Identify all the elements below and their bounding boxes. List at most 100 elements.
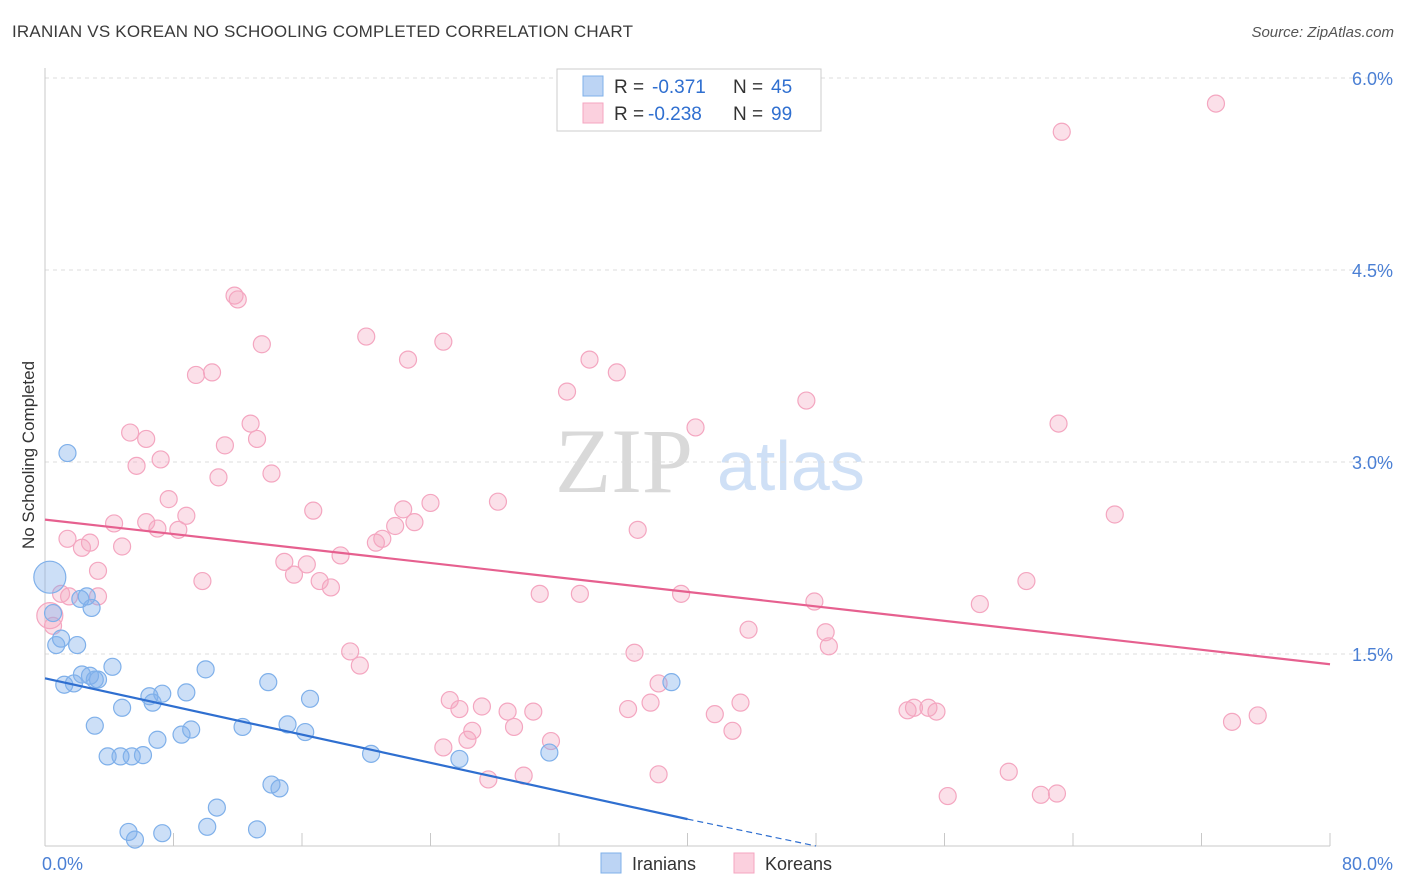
iranian-point — [43, 603, 63, 623]
korean-point — [215, 436, 234, 455]
legend-n-iranians: 45 — [771, 77, 792, 98]
korean-point — [731, 693, 750, 712]
iranian-point — [112, 698, 132, 717]
korean-point — [1052, 122, 1071, 141]
korean-point — [570, 584, 589, 603]
korean-point — [504, 717, 524, 737]
korean-point — [541, 731, 561, 751]
korean-point — [463, 721, 482, 740]
koreans-trend-line — [44, 518, 1331, 666]
iranian-point — [98, 747, 117, 766]
iranian-point — [278, 715, 297, 734]
legend-r-koreans: -0.238 — [648, 104, 702, 125]
korean-point — [607, 363, 626, 382]
korean-point — [434, 738, 453, 757]
korean-point — [284, 565, 304, 584]
watermark-atlas: atlas — [717, 427, 865, 505]
iranian-point — [68, 635, 87, 655]
iranian-point — [133, 746, 153, 765]
korean-point — [104, 514, 124, 533]
iranian-point — [77, 587, 96, 606]
legend-swatch-iranians — [582, 75, 604, 97]
korean-point — [421, 493, 440, 513]
korean-point — [241, 414, 260, 433]
iranian-point — [270, 779, 289, 798]
korean-point — [739, 620, 758, 639]
korean-point — [350, 656, 369, 675]
korean-point — [488, 492, 508, 511]
iranian-point — [58, 443, 77, 463]
korean-point — [649, 765, 668, 784]
korean-point — [297, 555, 316, 574]
korean-point — [59, 587, 79, 606]
korean-point — [628, 520, 647, 539]
iranian-point — [177, 683, 196, 702]
iranians-trend-line — [44, 677, 688, 821]
gridlines — [45, 77, 1390, 655]
korean-point — [1248, 706, 1267, 725]
x-tick-label-min: 0.0% — [42, 854, 83, 874]
korean-point — [458, 730, 477, 749]
y-tick-label-1: 3.0% — [1352, 453, 1393, 473]
korean-point — [450, 699, 469, 719]
korean-point — [1105, 505, 1124, 524]
axes — [44, 68, 1331, 847]
korean-point — [927, 702, 946, 721]
iranian-point — [300, 689, 320, 708]
iranian-point — [153, 824, 172, 843]
korean-point — [275, 552, 294, 571]
iranian-point — [450, 749, 469, 769]
korean-point — [580, 350, 599, 369]
korean-point — [618, 699, 638, 719]
korean-point — [357, 327, 376, 346]
korean-point — [159, 490, 178, 509]
korean-point — [262, 464, 281, 483]
koreans-points — [36, 94, 1267, 806]
korean-point — [202, 363, 222, 382]
korean-point — [148, 519, 167, 538]
korean-point — [341, 642, 360, 661]
legend-r-iranians: -0.371 — [652, 77, 706, 98]
iranian-point — [47, 635, 66, 655]
korean-point — [127, 456, 146, 475]
top-legend: R = -0.371 N = 45 R = -0.238 N = 99 — [556, 68, 822, 132]
y-tick-label-2: 4.5% — [1352, 261, 1393, 281]
korean-point — [671, 584, 691, 603]
korean-point — [137, 429, 156, 449]
korean-point — [1031, 785, 1050, 804]
bottom-legend-swatch-koreans — [733, 852, 755, 874]
trend-lines — [44, 518, 1331, 847]
korean-point — [705, 705, 724, 724]
korean-point — [252, 335, 271, 354]
korean-point — [524, 702, 543, 721]
bottom-legend: Iranians Koreans — [600, 852, 832, 874]
legend-r-label-koreans: R = — [614, 104, 644, 125]
korean-point — [530, 584, 549, 603]
korean-point — [247, 429, 267, 449]
korean-point — [1049, 414, 1068, 433]
bottom-legend-swatch-iranians — [600, 852, 622, 874]
korean-point — [557, 382, 577, 401]
source-label: Source: ZipAtlas.com — [1251, 24, 1394, 41]
korean-point — [331, 546, 350, 565]
korean-point — [228, 290, 247, 309]
korean-point — [310, 571, 329, 591]
korean-point — [321, 578, 341, 597]
korean-point — [434, 332, 453, 351]
korean-point — [373, 529, 392, 548]
korean-point — [641, 693, 660, 712]
iranian-point — [182, 720, 201, 739]
korean-point — [472, 697, 491, 716]
iranian-point — [85, 716, 104, 735]
korean-point — [386, 516, 405, 536]
korean-point — [625, 643, 644, 662]
x-tick-label-max: 80.0% — [1342, 854, 1393, 874]
iranian-point — [296, 722, 315, 742]
legend-n-label-koreans: N = — [733, 104, 763, 125]
tick-labels: 1.5% 3.0% 4.5% 6.0% 0.0% 80.0% — [42, 69, 1393, 874]
korean-point — [938, 786, 957, 806]
korean-point — [405, 513, 424, 532]
korean-point — [186, 365, 206, 385]
iranian-point — [247, 820, 267, 839]
